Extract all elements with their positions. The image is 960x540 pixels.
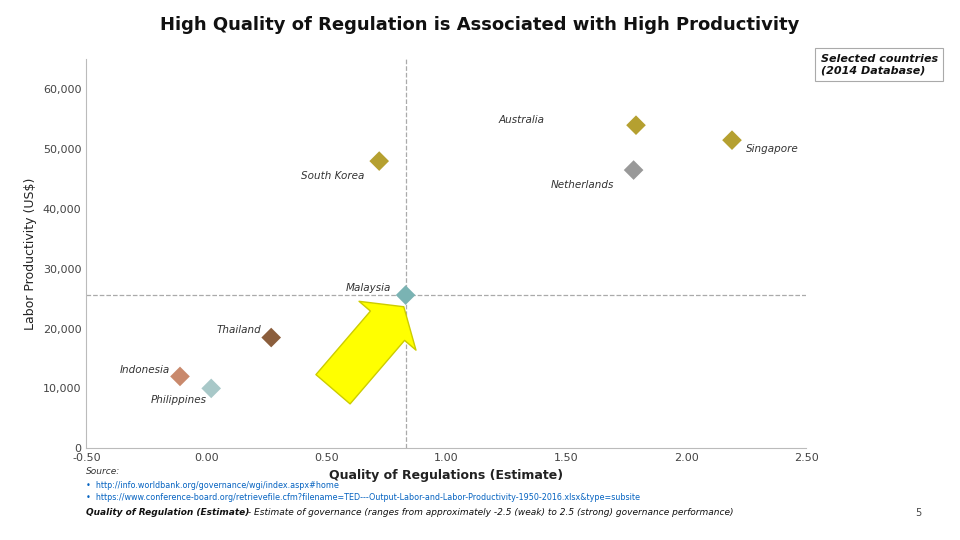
- Point: [263, 333, 278, 342]
- X-axis label: Quality of Regulations (Estimate): Quality of Regulations (Estimate): [329, 469, 564, 482]
- Y-axis label: Labor Productivity (US$): Labor Productivity (US$): [24, 178, 37, 330]
- Point: [397, 291, 413, 299]
- Text: Singapore: Singapore: [747, 144, 799, 154]
- Text: Selected countries
(2014 Database): Selected countries (2014 Database): [821, 54, 938, 76]
- Text: Philippines: Philippines: [151, 395, 206, 406]
- Point: [626, 166, 641, 174]
- Text: Thailand: Thailand: [217, 326, 261, 335]
- Text: •  http://info.worldbank.org/governance/wgi/index.aspx#home: • http://info.worldbank.org/governance/w…: [86, 481, 339, 490]
- Text: Quality of Regulation (Estimate): Quality of Regulation (Estimate): [86, 508, 250, 517]
- Point: [372, 157, 387, 165]
- Point: [204, 384, 219, 393]
- Text: Indonesia: Indonesia: [120, 366, 170, 375]
- Text: 5: 5: [915, 508, 922, 518]
- Text: High Quality of Regulation is Associated with High Productivity: High Quality of Regulation is Associated…: [160, 16, 800, 34]
- Text: •  https://www.conference-board.org/retrievefile.cfm?filename=TED---Output-Labor: • https://www.conference-board.org/retri…: [86, 493, 640, 502]
- Text: Netherlands: Netherlands: [551, 180, 614, 190]
- Text: Malaysia: Malaysia: [346, 283, 392, 293]
- Point: [628, 121, 643, 130]
- Text: South Korea: South Korea: [301, 171, 365, 181]
- Text: Source:: Source:: [86, 467, 121, 476]
- Text: Australia: Australia: [499, 116, 544, 125]
- Text: - Estimate of governance (ranges from approximately -2.5 (weak) to 2.5 (strong) : - Estimate of governance (ranges from ap…: [245, 508, 733, 517]
- Point: [172, 372, 187, 381]
- Point: [724, 136, 739, 145]
